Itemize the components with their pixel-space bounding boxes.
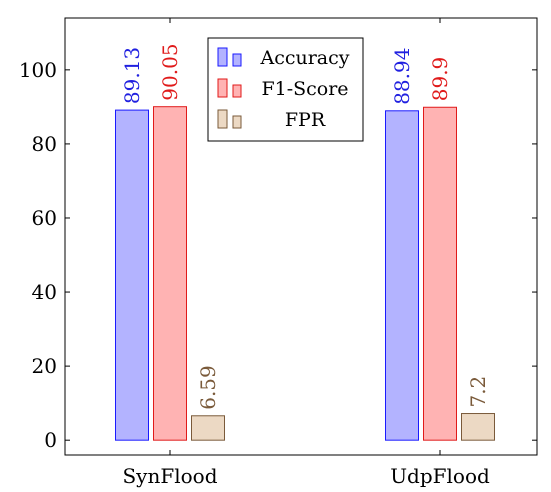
legend-swatch-small [232,53,242,67]
legend: Accuracy F1-Score FPR [207,37,364,142]
legend-swatch-small [232,115,242,129]
bar-f1-score-udpflood [423,106,457,441]
y-axis: 0 20 40 60 80 100 [19,58,537,452]
bar-accuracy-synflood [115,109,149,441]
bar-f1-score-synflood [153,106,187,441]
bar-fpr-udpflood [461,413,495,441]
legend-swatch [217,78,228,98]
legend-label: Accuracy [259,47,349,69]
value-label: 6.59 [196,365,220,410]
y-tick-label: 0 [44,428,57,452]
y-tick-label: 80 [32,132,57,156]
value-label: 88.94 [390,48,414,105]
legend-label: FPR [285,109,326,131]
y-tick-label: 100 [19,58,57,82]
x-category-label: UdpFlood [390,464,490,488]
x-category-label: SynFlood [122,464,217,488]
value-label: 90.05 [158,43,182,100]
value-label: 89.9 [428,57,452,102]
value-labels: 89.13 90.05 6.59 88.94 89.9 7.2 [120,43,490,409]
bars [115,106,495,441]
legend-swatch-small [232,84,242,98]
x-axis: SynFlood UdpFlood [122,18,490,488]
y-tick-label: 20 [32,354,57,378]
plot-frame [64,17,538,456]
legend-swatch [217,47,228,67]
value-label: 89.13 [120,47,144,104]
bar-fpr-synflood [191,415,225,441]
legend-label: F1-Score [261,78,348,100]
y-tick-label: 60 [32,206,57,230]
value-label: 7.2 [466,376,490,408]
legend-swatch [217,109,228,129]
y-tick-label: 40 [32,280,57,304]
bar-accuracy-udpflood [385,110,419,441]
